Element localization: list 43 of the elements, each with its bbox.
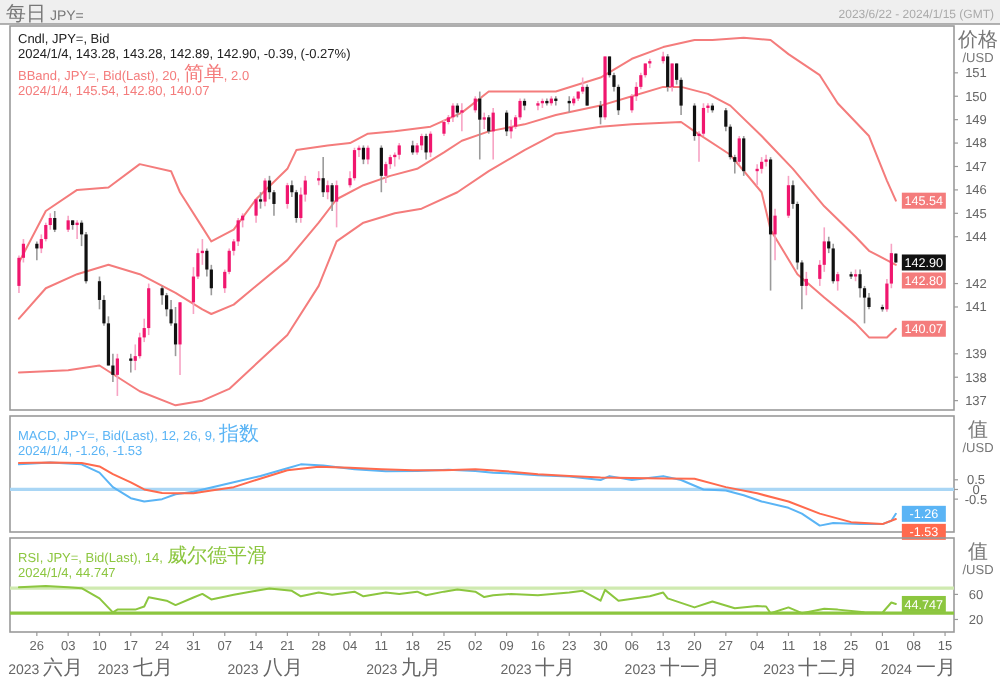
candlestick: [509, 118, 513, 140]
candlestick: [518, 97, 522, 121]
candlestick: [335, 179, 339, 229]
candlestick: [478, 90, 482, 161]
candlestick: [491, 107, 495, 161]
candlestick: [294, 189, 298, 224]
candlestick: [236, 217, 240, 247]
candlestick: [164, 292, 169, 318]
candlestick: [115, 353, 119, 397]
candlestick: [352, 146, 357, 182]
candlestick: [321, 156, 325, 198]
candlestick: [147, 282, 151, 336]
candlestick: [460, 102, 464, 133]
candlestick: [178, 301, 182, 376]
candlestick: [285, 182, 289, 210]
candlestick: [428, 130, 433, 158]
candlestick: [53, 210, 57, 233]
candlestick: [831, 242, 835, 285]
candlestick: [836, 271, 840, 292]
candlestick: [366, 144, 370, 165]
candlestick: [666, 53, 670, 93]
candlestick: [737, 135, 741, 165]
candlestick: [330, 182, 334, 212]
candlestick: [379, 144, 383, 194]
candlestick: [692, 102, 697, 142]
candlestick: [487, 114, 491, 135]
candlestick: [263, 177, 267, 208]
candlestick: [317, 170, 321, 187]
candlestick: [173, 306, 178, 357]
candlestick: [773, 207, 777, 261]
candlestick: [804, 271, 808, 297]
candlestick: [129, 353, 133, 374]
candlestick: [585, 83, 589, 107]
candlestick: [742, 135, 746, 177]
candlestick: [670, 62, 674, 93]
candlestick: [424, 132, 428, 161]
candlestick: [254, 198, 258, 224]
candlestick: [326, 179, 330, 201]
candlestick: [482, 111, 486, 130]
candlestick: [505, 109, 509, 137]
candlestick: [786, 175, 791, 219]
candlestick: [384, 161, 388, 184]
candlestick: [451, 102, 455, 123]
